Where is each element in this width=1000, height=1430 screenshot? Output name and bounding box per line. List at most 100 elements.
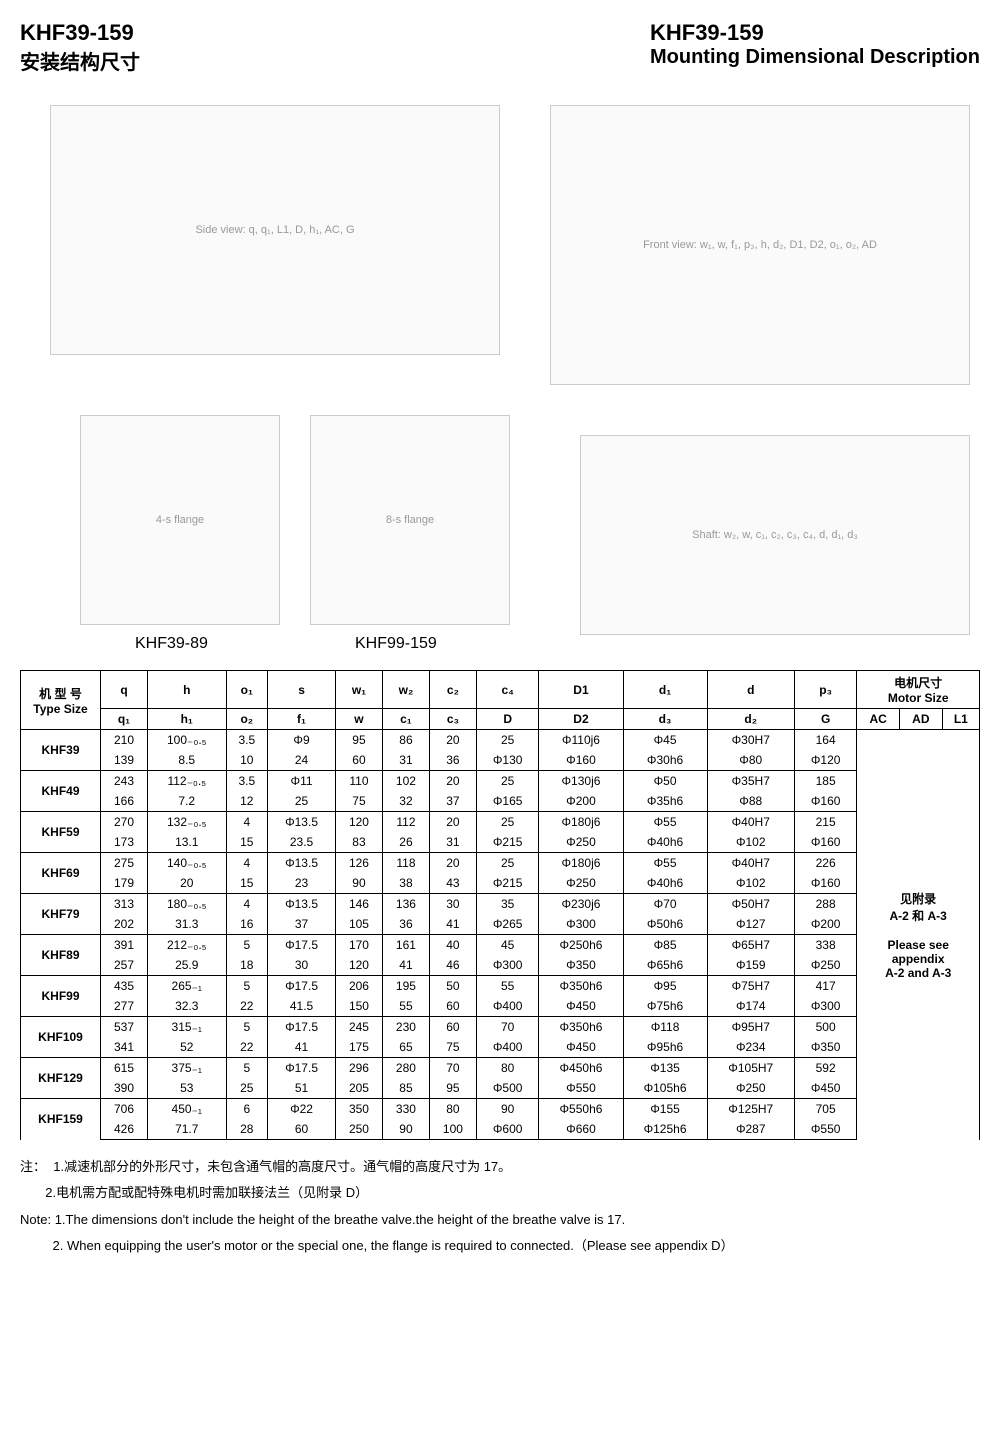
- page-header: KHF39-159 安装结构尺寸 KHF39-159 Mounting Dime…: [20, 20, 980, 75]
- cell: 32: [382, 791, 429, 812]
- cell: 5: [226, 1058, 268, 1079]
- cell: 20: [147, 873, 226, 894]
- cell: 338: [794, 935, 856, 956]
- cell-type: KHF39: [21, 730, 101, 771]
- cell: Φ200: [539, 791, 623, 812]
- cell: Φ125h6: [623, 1119, 707, 1140]
- diagram-area: Side view: q, q₁, L1, D, h₁, AC, G Front…: [20, 95, 980, 655]
- diagram-side-view: Side view: q, q₁, L1, D, h₁, AC, G: [50, 105, 500, 355]
- subtitle-zh: 安装结构尺寸: [20, 46, 140, 75]
- cell: 80: [429, 1099, 476, 1120]
- cell: Φ127: [707, 914, 794, 935]
- cell: 26: [382, 832, 429, 853]
- cell: 136: [382, 894, 429, 915]
- cell: Φ17.5: [268, 935, 336, 956]
- cell: Φ250: [539, 832, 623, 853]
- cell: 592: [794, 1058, 856, 1079]
- cell: 55: [382, 996, 429, 1017]
- cell: 75: [429, 1037, 476, 1058]
- cell: Φ130j6: [539, 771, 623, 792]
- cell-type: KHF159: [21, 1099, 101, 1140]
- cell: Φ180j6: [539, 812, 623, 833]
- cell: 102: [382, 771, 429, 792]
- cell: 22: [226, 996, 268, 1017]
- cell: 20: [429, 853, 476, 874]
- cell: 86: [382, 730, 429, 751]
- cell: 330: [382, 1099, 429, 1120]
- cell: Φ350: [539, 955, 623, 976]
- cell: Φ40H7: [707, 853, 794, 874]
- table-row: 27732.32241.51505560Φ400Φ450Φ75h6Φ174Φ30…: [21, 996, 980, 1017]
- cell: Φ40h6: [623, 873, 707, 894]
- cell: Φ215: [476, 873, 538, 894]
- cell: Φ75h6: [623, 996, 707, 1017]
- cell: 212₋₀.₅: [147, 935, 226, 956]
- cell: Φ350h6: [539, 976, 623, 997]
- cell: 417: [794, 976, 856, 997]
- cell: Φ35h6: [623, 791, 707, 812]
- cell: Φ17.5: [268, 1058, 336, 1079]
- cell: Φ350h6: [539, 1017, 623, 1038]
- cell: Φ110j6: [539, 730, 623, 751]
- cell: Φ400: [476, 996, 538, 1017]
- cell: Φ95H7: [707, 1017, 794, 1038]
- cell: Φ35H7: [707, 771, 794, 792]
- cell: 37: [429, 791, 476, 812]
- cell: 60: [429, 1017, 476, 1038]
- th-D1: D1: [539, 671, 623, 709]
- cell: 25.9: [147, 955, 226, 976]
- cell: 226: [794, 853, 856, 874]
- header-left: KHF39-159 安装结构尺寸: [20, 20, 140, 75]
- th-q: q: [101, 671, 148, 709]
- cell: 83: [335, 832, 382, 853]
- cell: 24: [268, 750, 336, 771]
- diagram-shaft: Shaft: w₂, w, c₁, c₂, c₃, c₄, d, d₁, d₃: [580, 435, 970, 635]
- cell: 315₋₁: [147, 1017, 226, 1038]
- cell: Φ250: [794, 955, 856, 976]
- cell: 112₋₀.₅: [147, 771, 226, 792]
- cell: 210: [101, 730, 148, 751]
- cell: Φ102: [707, 873, 794, 894]
- cell: Φ550: [794, 1119, 856, 1140]
- cell: 90: [476, 1099, 538, 1120]
- cell: Φ50: [623, 771, 707, 792]
- cell: Φ174: [707, 996, 794, 1017]
- cell: 41: [268, 1037, 336, 1058]
- th-w2: w₂: [382, 671, 429, 709]
- cell: 110: [335, 771, 382, 792]
- cell: 45: [476, 935, 538, 956]
- cell: Φ13.5: [268, 894, 336, 915]
- cell: 53: [147, 1078, 226, 1099]
- th-motor: 电机尺寸 Motor Size: [857, 671, 980, 709]
- cell: Φ500: [476, 1078, 538, 1099]
- cell: 46: [429, 955, 476, 976]
- cell: Φ85: [623, 935, 707, 956]
- th-h: h: [147, 671, 226, 709]
- diagram-flange-8s: 8-s flange: [310, 415, 510, 625]
- model-code-left: KHF39-159: [20, 20, 140, 46]
- cell: 31.3: [147, 914, 226, 935]
- cell: Φ135: [623, 1058, 707, 1079]
- cell: 41: [382, 955, 429, 976]
- cell: 71.7: [147, 1119, 226, 1140]
- th-c1: c₁: [382, 709, 429, 730]
- cell: Φ450: [539, 1037, 623, 1058]
- cell: 4: [226, 853, 268, 874]
- cell: 277: [101, 996, 148, 1017]
- cell: Φ160: [794, 832, 856, 853]
- cell: Φ13.5: [268, 812, 336, 833]
- cell: 150: [335, 996, 382, 1017]
- cell: 60: [429, 996, 476, 1017]
- cell: Φ215: [476, 832, 538, 853]
- cell: 25: [226, 1078, 268, 1099]
- cell-type: KHF89: [21, 935, 101, 976]
- cell: 70: [429, 1058, 476, 1079]
- cell: Φ50H7: [707, 894, 794, 915]
- th-w1: w₁: [335, 671, 382, 709]
- cell: 23: [268, 873, 336, 894]
- th-s: s: [268, 671, 336, 709]
- cell: Φ250: [707, 1078, 794, 1099]
- cell: 275: [101, 853, 148, 874]
- cell: 173: [101, 832, 148, 853]
- cell: Φ55: [623, 853, 707, 874]
